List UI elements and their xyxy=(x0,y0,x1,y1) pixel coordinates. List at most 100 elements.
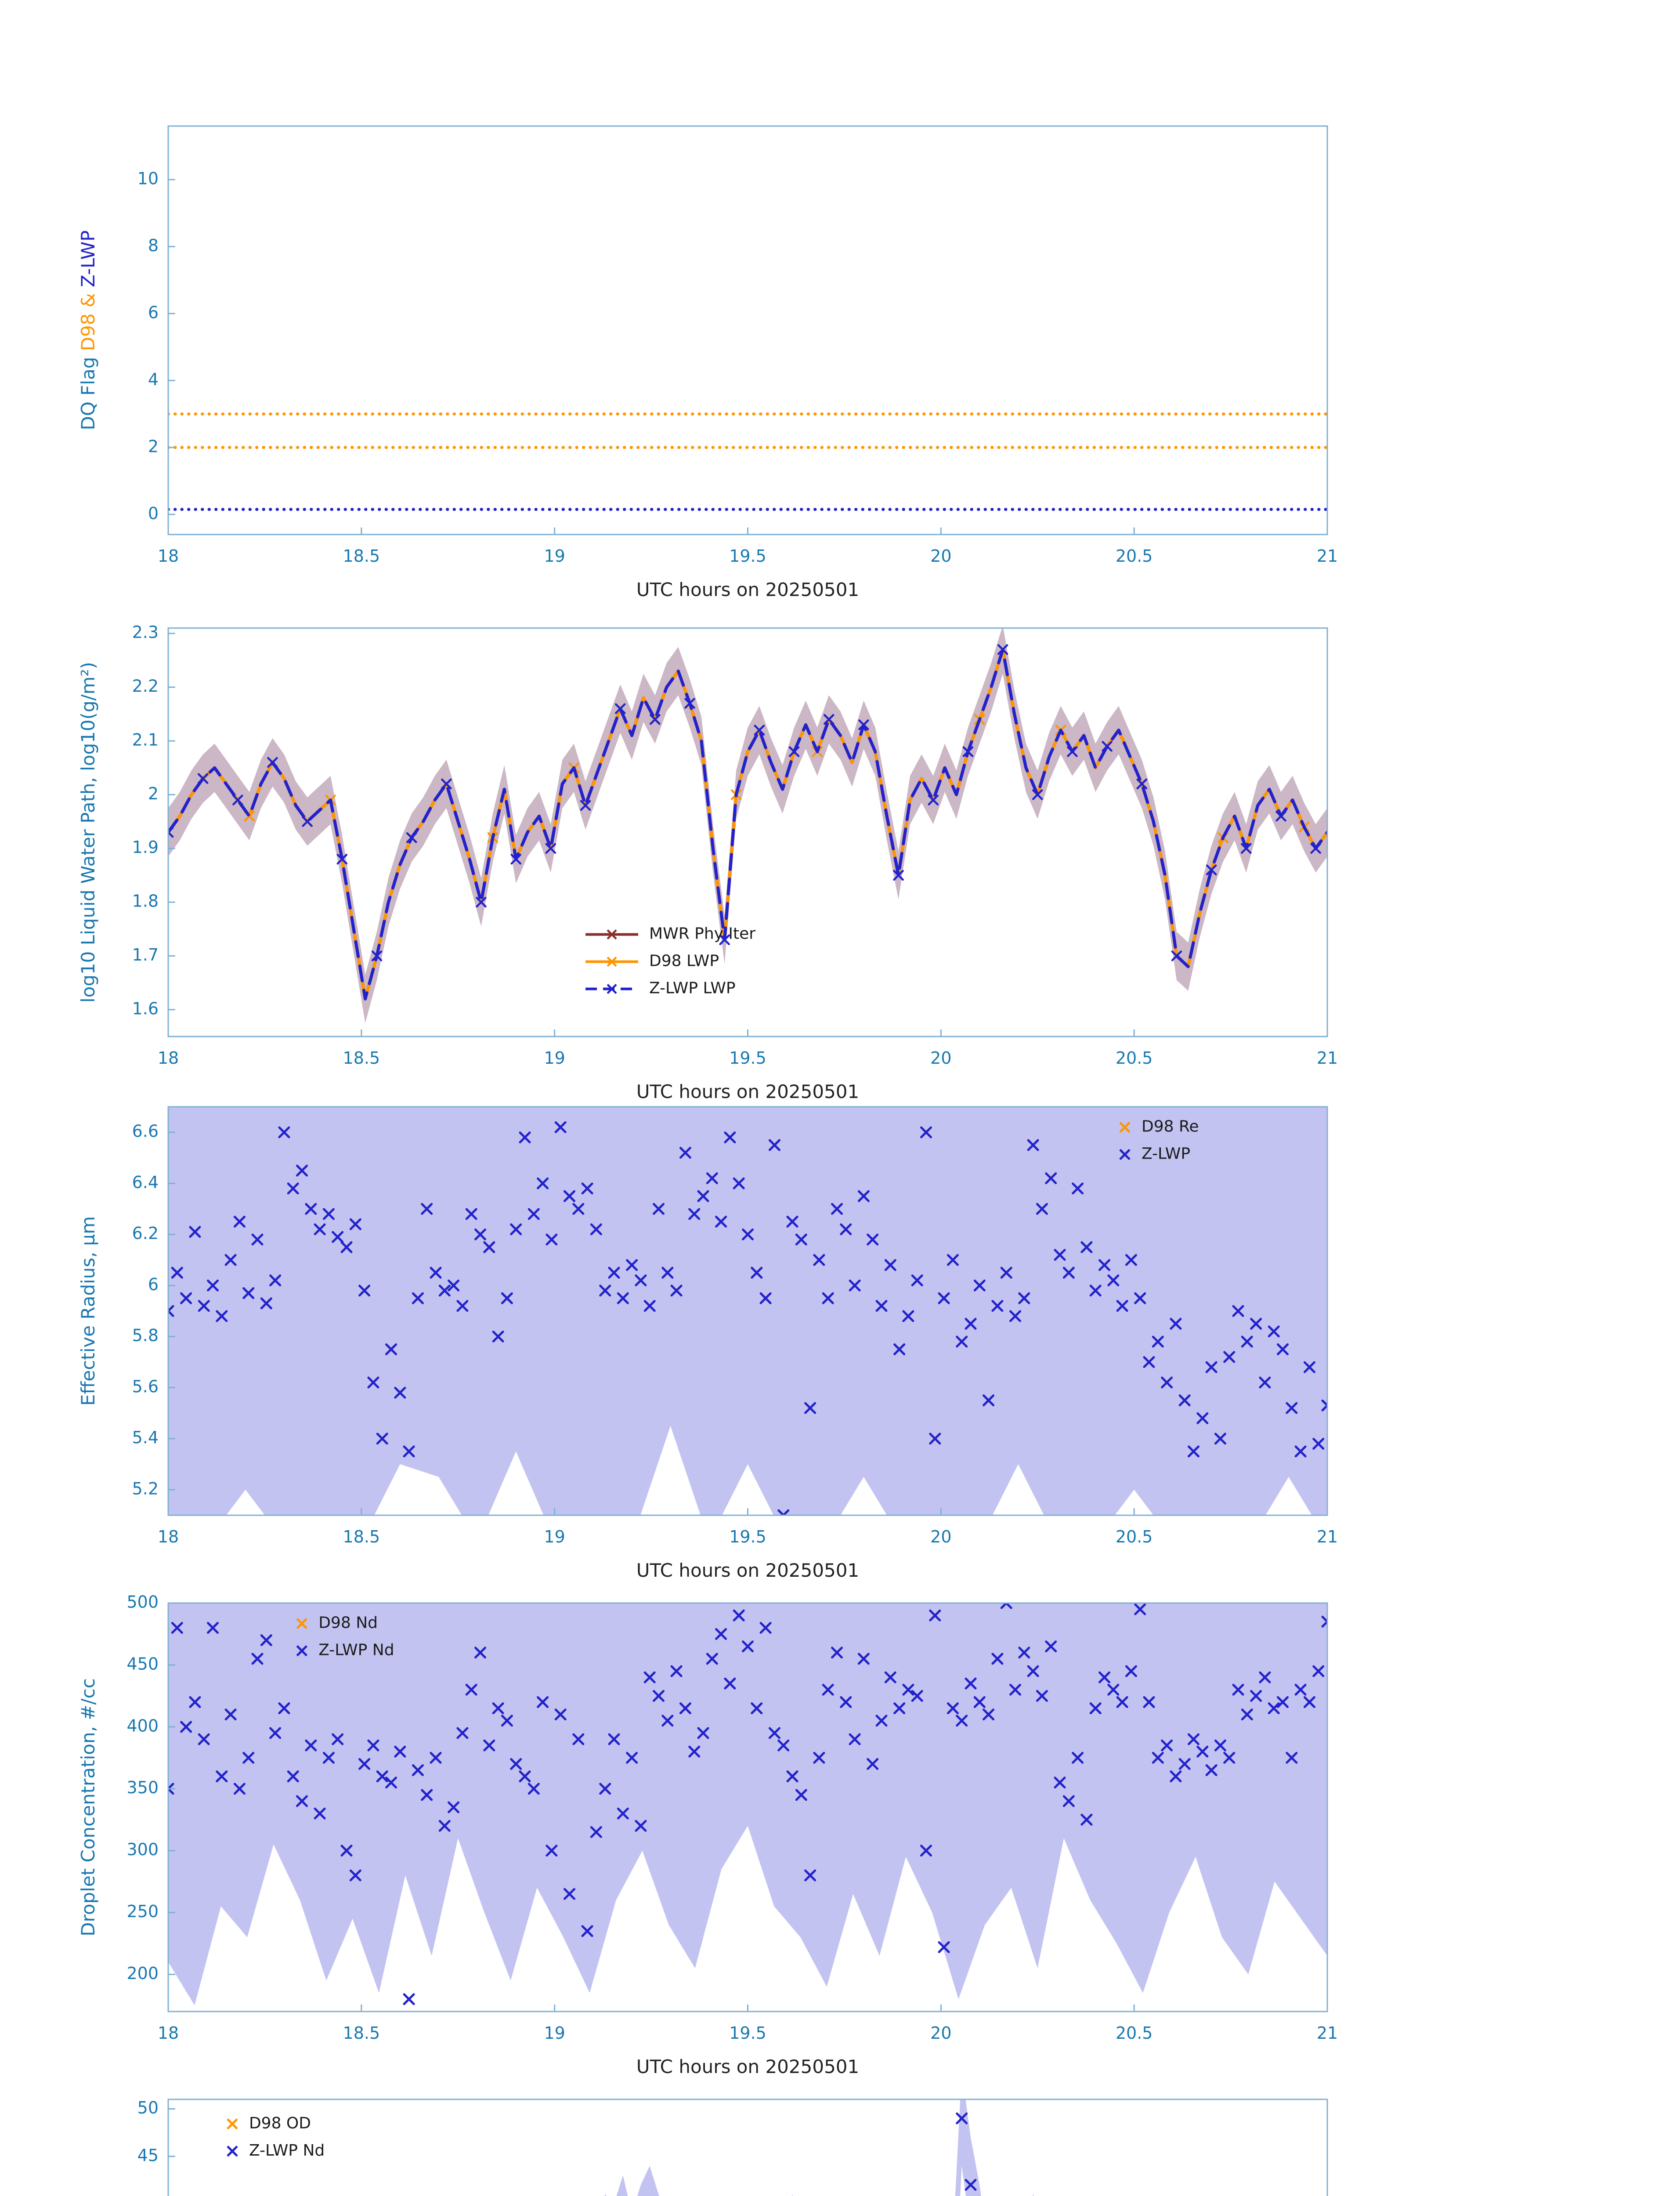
lwp-xtick-label: 18.5 xyxy=(343,1048,380,1068)
droplet-concentration-ytick-label: 350 xyxy=(126,1778,159,1797)
lwp-legend-label: Z-LWP LWP xyxy=(649,979,736,997)
effective-radius-legend: D98 Re Z-LWP xyxy=(1119,1118,1199,1163)
droplet-concentration-legend-label: Z-LWP Nd xyxy=(318,1641,394,1659)
droplet-concentration-xtick-label: 20.5 xyxy=(1116,2023,1153,2043)
effective-radius-axes: 18 18.5 19 19.5 20 20.5 21 5.2 5.4 5.6 5.8 6 6.2 6.4 6… xyxy=(77,1106,1338,1581)
lwp-ytick-label: 2.2 xyxy=(132,676,159,696)
dq-flag-xtick-label: 20 xyxy=(930,546,951,566)
effective-radius-legend-label: Z-LWP xyxy=(1142,1145,1190,1163)
lwp-xtick-label: 20.5 xyxy=(1116,1048,1153,1068)
dq-flag-xtick-label: 19.5 xyxy=(729,546,766,566)
dq-flag-ytick-label: 2 xyxy=(148,437,159,456)
effective-radius-xtick-label: 18.5 xyxy=(343,1527,380,1546)
droplet-concentration-panel: 18 18.5 19 19.5 20 20.5 21 200 250 300 350 400 450 50… xyxy=(77,1593,1338,2078)
dq-flag-xtick-label: 18 xyxy=(158,546,179,566)
lwp-series-z-lwp-lwp xyxy=(168,648,1327,1000)
dq-flag-axes-box xyxy=(167,125,1328,535)
droplet-concentration-uncertainty-band xyxy=(168,1603,1327,2005)
effective-radius-ytick-label: 5.8 xyxy=(132,1326,159,1345)
dq-flag-ytick-label: 10 xyxy=(137,169,159,188)
effective-radius-xtick-label: 19.5 xyxy=(729,1527,766,1546)
lwp-xtick-label: 21 xyxy=(1317,1048,1338,1068)
dq-flag-plot-area xyxy=(168,412,1327,511)
droplet-concentration-ytick-label: 400 xyxy=(126,1716,159,1735)
effective-radius-plot-area xyxy=(168,1107,1327,1515)
droplet-concentration-legend: D98 Nd Z-LWP Nd xyxy=(296,1614,394,1659)
dq-flag-ytick-label: 4 xyxy=(148,370,159,389)
optical-depth-uncertainty-band xyxy=(604,2099,1034,2196)
optical-depth-ytick-label: 45 xyxy=(137,2145,159,2165)
effective-radius-ytick-label: 6 xyxy=(148,1275,159,1294)
droplet-concentration-xtick-label: 19 xyxy=(544,2023,565,2043)
optical-depth-plot-area xyxy=(604,2099,1034,2196)
droplet-concentration-ytick-label: 500 xyxy=(126,1593,159,1612)
effective-radius-scatter-z-lwp-re xyxy=(168,1121,1327,1515)
lwp-xtick-label: 19.5 xyxy=(729,1048,766,1068)
droplet-concentration-yaxis-label: Droplet Concentration, #/cc xyxy=(77,1678,99,1936)
lwp-panel: 18 18.5 19 19.5 20 20.5 21 1.6 1.7 1.8 1.9 2 2.1 2.2 2… xyxy=(77,623,1338,1102)
effective-radius-ytick-label: 6.4 xyxy=(132,1173,159,1192)
optical-depth-legend: D98 OD Z-LWP Nd xyxy=(227,2114,325,2160)
optical-depth-legend-label: Z-LWP Nd xyxy=(249,2142,325,2160)
dq-flag-xtick-label: 20.5 xyxy=(1116,546,1153,566)
effective-radius-ytick-label: 5.6 xyxy=(132,1377,159,1396)
droplet-concentration-scatter-z-lwp-nd xyxy=(168,1603,1327,2005)
dq-flag-axes: 18 18.5 19 19.5 20 20.5 21 0 2 4 6 8 10 UTC hours on … xyxy=(77,125,1338,600)
optical-depth-axes-box xyxy=(167,2098,1328,2196)
lwp-xtick-label: 19 xyxy=(544,1048,565,1068)
effective-radius-legend-label: D98 Re xyxy=(1142,1118,1199,1136)
dq-flag-xaxis-label: UTC hours on 20250501 xyxy=(636,579,860,600)
lwp-legend-label: D98 LWP xyxy=(649,952,719,970)
lwp-legend: MWR Phy Iter D98 LWP Z-LWP LWP xyxy=(585,925,755,997)
droplet-concentration-xtick-label: 18 xyxy=(158,2023,179,2043)
lwp-markers-z-lwp-lwp xyxy=(168,644,1321,961)
effective-radius-ytick-label: 6.2 xyxy=(132,1224,159,1243)
dq-flag-ytick-label: 0 xyxy=(148,504,159,523)
optical-depth-scatter-z-lwp-od xyxy=(956,2112,977,2191)
lwp-ytick-label: 2.1 xyxy=(132,730,159,749)
droplet-concentration-ytick-label: 450 xyxy=(126,1654,159,1673)
droplet-concentration-xtick-label: 19.5 xyxy=(729,2023,766,2043)
effective-radius-xtick-label: 19 xyxy=(544,1527,565,1546)
lwp-ytick-label: 1.6 xyxy=(132,999,159,1018)
optical-depth-ytick-label: 40 xyxy=(137,2193,159,2196)
droplet-concentration-ytick-label: 200 xyxy=(126,1964,159,1983)
lwp-legend-label: MWR Phy Iter xyxy=(649,925,755,943)
optical-depth-axes: 1818.51919.52020.521101520253035404550UT… xyxy=(137,2098,1328,2196)
droplet-concentration-ytick-label: 300 xyxy=(126,1840,159,1859)
effective-radius-uncertainty-band xyxy=(168,1107,1327,1515)
lwp-yaxis-label: log10 Liquid Water Path, log10(g/m²) xyxy=(77,662,99,1003)
droplet-concentration-xaxis-label: UTC hours on 20250501 xyxy=(636,2056,860,2077)
lwp-xtick-label: 20 xyxy=(930,1048,951,1068)
effective-radius-xaxis-label: UTC hours on 20250501 xyxy=(636,1560,860,1581)
dq-flag-xtick-label: 18.5 xyxy=(343,546,380,566)
lwp-ytick-label: 2.3 xyxy=(132,623,159,642)
lwp-plot-area xyxy=(168,628,1327,1023)
droplet-concentration-ytick-label: 250 xyxy=(126,1902,159,1921)
lwp-xtick-label: 18 xyxy=(158,1048,179,1068)
effective-radius-ytick-label: 5.4 xyxy=(132,1428,159,1447)
droplet-concentration-xtick-label: 20 xyxy=(930,2023,951,2043)
droplet-concentration-plot-area xyxy=(168,1603,1327,2005)
effective-radius-yaxis-label: Effective Radius, μm xyxy=(77,1216,99,1406)
dq-flag-ytick-label: 6 xyxy=(148,303,159,322)
lwp-xaxis-label: UTC hours on 20250501 xyxy=(636,1081,860,1102)
dq-flag-ytick-label: 8 xyxy=(148,236,159,255)
effective-radius-xtick-label: 21 xyxy=(1317,1527,1338,1546)
optical-depth-legend-label: D98 OD xyxy=(249,2114,311,2132)
effective-radius-xtick-label: 20.5 xyxy=(1116,1527,1153,1546)
lwp-ytick-label: 1.9 xyxy=(132,838,159,857)
droplet-concentration-axes: 18 18.5 19 19.5 20 20.5 21 200 250 300 350 400 450 50… xyxy=(77,1593,1338,2078)
dq-flag-xtick-label: 21 xyxy=(1317,546,1338,566)
dq-flag-xtick-label: 19 xyxy=(544,546,565,566)
effective-radius-panel: 18 18.5 19 19.5 20 20.5 21 5.2 5.4 5.6 5.8 6 6.2 6.4 6… xyxy=(77,1106,1338,1581)
effective-radius-xtick-label: 20 xyxy=(930,1527,951,1546)
lwp-ytick-label: 2 xyxy=(148,784,159,803)
droplet-concentration-xtick-label: 21 xyxy=(1317,2023,1338,2043)
droplet-concentration-xtick-label: 18.5 xyxy=(343,2023,380,2043)
dq-flag-yaxis-label: DQ Flag D98 & Z-LWP xyxy=(77,230,99,430)
droplet-concentration-legend-label: D98 Nd xyxy=(318,1614,378,1632)
effective-radius-xtick-label: 18 xyxy=(158,1527,179,1546)
